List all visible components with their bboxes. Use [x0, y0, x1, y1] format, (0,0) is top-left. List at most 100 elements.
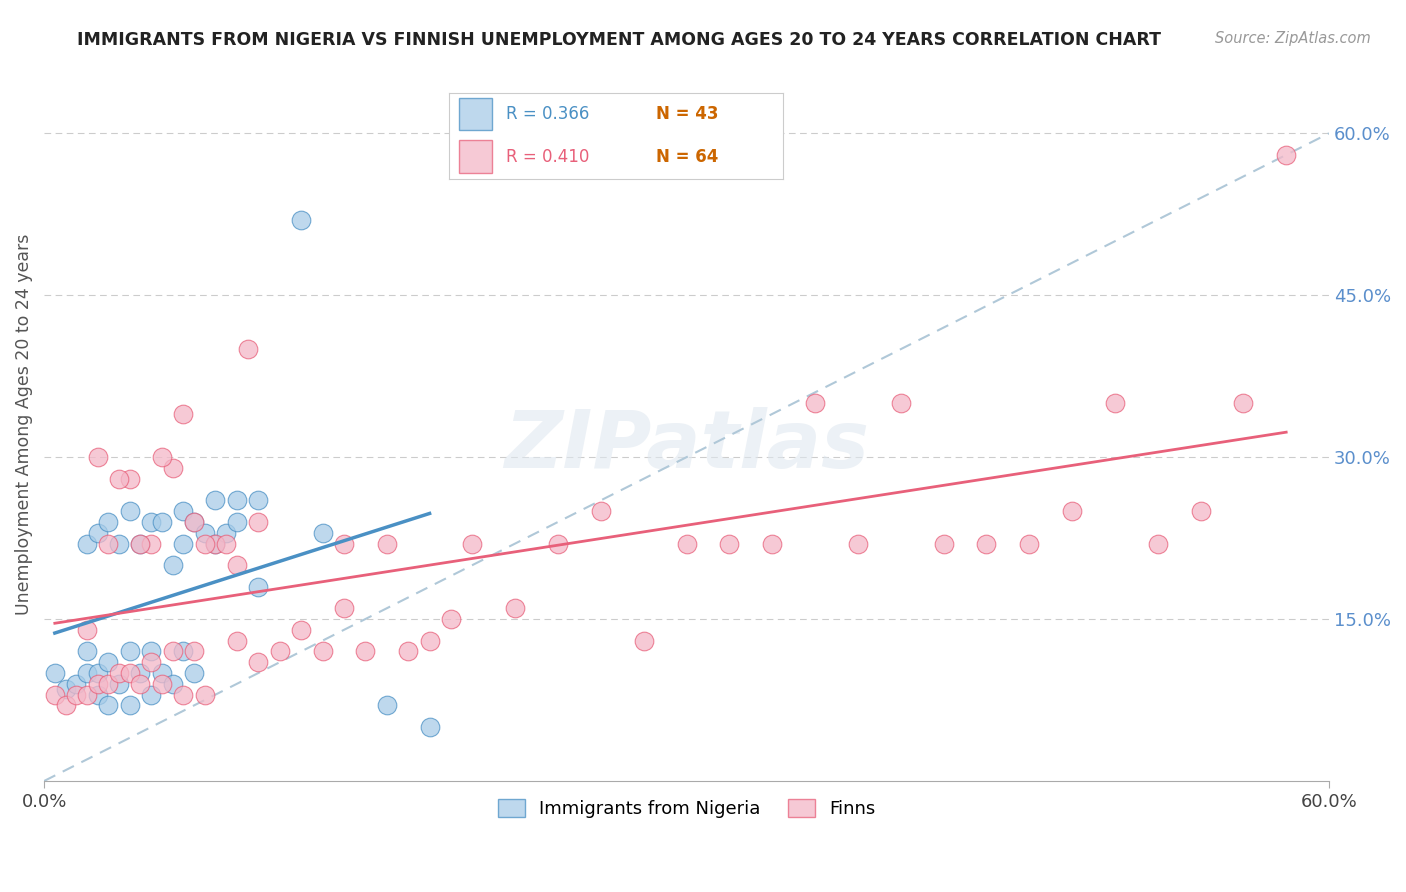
Finns: [461, 536, 484, 550]
Legend: Immigrants from Nigeria, Finns: Immigrants from Nigeria, Finns: [491, 791, 883, 825]
Immigrants from Nigeria: [108, 536, 131, 550]
Finns: [76, 623, 98, 637]
Finns: [375, 536, 398, 550]
Finns: [547, 536, 569, 550]
Finns: [97, 677, 120, 691]
Finns: [503, 601, 526, 615]
Finns: [118, 472, 141, 486]
Finns: [440, 612, 463, 626]
Finns: [183, 644, 205, 658]
Finns: [183, 515, 205, 529]
Immigrants from Nigeria: [141, 644, 163, 658]
Immigrants from Nigeria: [162, 677, 184, 691]
Finns: [311, 644, 333, 658]
Immigrants from Nigeria: [118, 644, 141, 658]
Finns: [1060, 504, 1083, 518]
Finns: [172, 688, 194, 702]
Immigrants from Nigeria: [225, 515, 247, 529]
Finns: [204, 536, 226, 550]
Text: IMMIGRANTS FROM NIGERIA VS FINNISH UNEMPLOYMENT AMONG AGES 20 TO 24 YEARS CORREL: IMMIGRANTS FROM NIGERIA VS FINNISH UNEMP…: [77, 31, 1161, 49]
Finns: [44, 688, 66, 702]
Finns: [589, 504, 612, 518]
Finns: [150, 677, 173, 691]
Finns: [108, 472, 131, 486]
Immigrants from Nigeria: [194, 525, 217, 540]
Immigrants from Nigeria: [172, 644, 194, 658]
Finns: [215, 536, 238, 550]
Finns: [129, 677, 152, 691]
Immigrants from Nigeria: [86, 666, 108, 681]
Immigrants from Nigeria: [141, 688, 163, 702]
Finns: [761, 536, 783, 550]
Finns: [86, 450, 108, 464]
Immigrants from Nigeria: [290, 212, 312, 227]
Immigrants from Nigeria: [172, 536, 194, 550]
Immigrants from Nigeria: [76, 666, 98, 681]
Finns: [1018, 536, 1040, 550]
Finns: [1275, 148, 1298, 162]
Finns: [162, 644, 184, 658]
Finns: [846, 536, 869, 550]
Immigrants from Nigeria: [183, 666, 205, 681]
Finns: [718, 536, 741, 550]
Immigrants from Nigeria: [419, 720, 441, 734]
Finns: [129, 536, 152, 550]
Immigrants from Nigeria: [55, 682, 77, 697]
Immigrants from Nigeria: [129, 666, 152, 681]
Immigrants from Nigeria: [44, 666, 66, 681]
Immigrants from Nigeria: [97, 655, 120, 669]
Text: Source: ZipAtlas.com: Source: ZipAtlas.com: [1215, 31, 1371, 46]
Immigrants from Nigeria: [311, 525, 333, 540]
Immigrants from Nigeria: [150, 515, 173, 529]
Finns: [76, 688, 98, 702]
Finns: [290, 623, 312, 637]
Immigrants from Nigeria: [204, 536, 226, 550]
Finns: [1146, 536, 1168, 550]
Finns: [1189, 504, 1212, 518]
Finns: [141, 655, 163, 669]
Immigrants from Nigeria: [183, 515, 205, 529]
Finns: [225, 633, 247, 648]
Finns: [675, 536, 697, 550]
Immigrants from Nigeria: [129, 536, 152, 550]
Finns: [150, 450, 173, 464]
Y-axis label: Unemployment Among Ages 20 to 24 years: Unemployment Among Ages 20 to 24 years: [15, 234, 32, 615]
Finns: [86, 677, 108, 691]
Finns: [55, 698, 77, 713]
Immigrants from Nigeria: [118, 504, 141, 518]
Immigrants from Nigeria: [172, 504, 194, 518]
Finns: [419, 633, 441, 648]
Finns: [633, 633, 655, 648]
Finns: [1232, 396, 1254, 410]
Immigrants from Nigeria: [86, 688, 108, 702]
Finns: [141, 536, 163, 550]
Finns: [118, 666, 141, 681]
Finns: [890, 396, 912, 410]
Immigrants from Nigeria: [65, 677, 87, 691]
Finns: [247, 655, 270, 669]
Immigrants from Nigeria: [215, 525, 238, 540]
Immigrants from Nigeria: [118, 698, 141, 713]
Finns: [269, 644, 291, 658]
Immigrants from Nigeria: [141, 515, 163, 529]
Finns: [804, 396, 827, 410]
Immigrants from Nigeria: [108, 677, 131, 691]
Immigrants from Nigeria: [375, 698, 398, 713]
Finns: [932, 536, 955, 550]
Immigrants from Nigeria: [150, 666, 173, 681]
Finns: [162, 461, 184, 475]
Finns: [354, 644, 377, 658]
Finns: [97, 536, 120, 550]
Finns: [172, 407, 194, 421]
Finns: [396, 644, 419, 658]
Immigrants from Nigeria: [97, 515, 120, 529]
Immigrants from Nigeria: [247, 580, 270, 594]
Immigrants from Nigeria: [162, 558, 184, 573]
Finns: [236, 342, 259, 356]
Immigrants from Nigeria: [76, 536, 98, 550]
Finns: [194, 688, 217, 702]
Immigrants from Nigeria: [86, 525, 108, 540]
Finns: [65, 688, 87, 702]
Immigrants from Nigeria: [247, 493, 270, 508]
Finns: [333, 601, 356, 615]
